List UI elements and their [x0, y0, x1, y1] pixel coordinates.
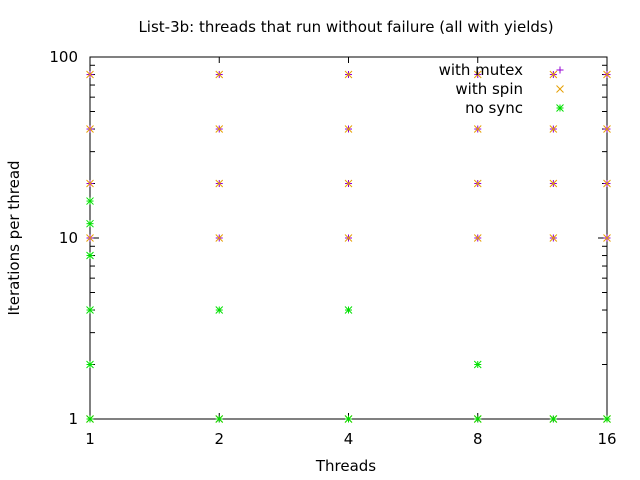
data-point — [473, 125, 482, 133]
data-point — [344, 415, 353, 423]
data-point — [215, 179, 224, 188]
x-tick-label: 2 — [214, 430, 224, 448]
data-point — [473, 415, 482, 423]
data-point — [549, 70, 558, 79]
data-point — [86, 219, 94, 228]
data-point — [86, 415, 94, 423]
legend-marker — [556, 104, 564, 112]
data-point — [86, 306, 94, 314]
x-tick-label: 4 — [344, 430, 354, 448]
data-point — [473, 234, 482, 242]
data-point — [86, 234, 94, 242]
data-point — [215, 70, 224, 79]
axis-ticks: 1 2 4 8 16 1 10 100 — [49, 48, 616, 448]
data-point — [473, 179, 482, 188]
data-point — [215, 415, 224, 423]
x-tick-label: 8 — [473, 430, 483, 448]
data-point — [603, 70, 611, 79]
legend-marker — [556, 66, 564, 74]
data-point — [549, 179, 558, 188]
data-point — [344, 70, 353, 79]
legend-marker — [556, 85, 564, 93]
data-point — [603, 415, 611, 423]
data-point — [603, 125, 611, 133]
data-point — [215, 234, 224, 242]
legend-label: with mutex — [439, 61, 524, 79]
data-point — [86, 197, 94, 205]
data-markers — [86, 70, 611, 423]
y-tick-label: 100 — [49, 48, 78, 66]
data-point — [86, 70, 94, 79]
x-tick-label: 16 — [597, 430, 616, 448]
series-no-sync — [86, 197, 611, 423]
data-point — [344, 306, 353, 314]
data-point — [215, 306, 224, 314]
data-point — [344, 125, 353, 133]
x-tick-label: 1 — [85, 430, 95, 448]
y-axis-label: Iterations per thread — [5, 160, 23, 315]
chart-title: List-3b: threads that run without failur… — [138, 18, 553, 36]
data-point — [549, 234, 558, 242]
data-point — [549, 125, 558, 133]
series-with-spin — [86, 70, 611, 423]
data-point — [473, 70, 482, 79]
legend-label: with spin — [455, 80, 523, 98]
x-axis-label: Threads — [315, 457, 376, 475]
data-point — [344, 234, 353, 242]
series-with-mutex — [86, 71, 611, 423]
data-point — [549, 415, 558, 423]
data-point — [86, 179, 94, 188]
legend-label: no sync — [465, 99, 523, 117]
data-point — [215, 125, 224, 133]
data-point — [344, 179, 353, 188]
data-point — [86, 251, 94, 260]
data-point — [603, 179, 611, 188]
data-point — [86, 360, 94, 369]
data-point — [473, 360, 482, 369]
data-point — [603, 234, 611, 242]
y-tick-label: 10 — [59, 229, 78, 247]
y-tick-label: 1 — [68, 410, 78, 428]
data-point — [86, 125, 94, 133]
